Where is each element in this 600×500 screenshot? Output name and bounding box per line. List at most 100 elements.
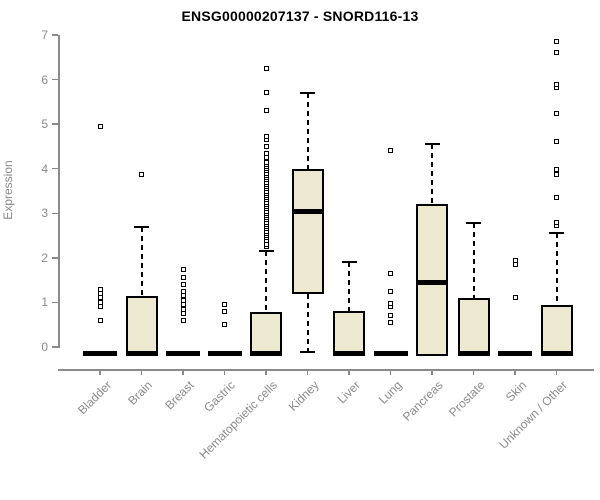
x-tick [140,369,143,375]
box-hematopoietic-cells-outlier [263,108,269,114]
box-bladder-outlier [97,123,103,129]
x-tick [431,369,433,375]
box-brain-upper-whisker [140,226,143,296]
box-hematopoietic-cells-outlier [263,150,269,156]
box-unknown-other-outlier [554,167,559,173]
x-tick [514,369,516,375]
box-breast-outlier [180,311,186,317]
y-tick [52,78,58,81]
y-tick-label: 6 [41,72,48,87]
x-tick-label-text: Breast [162,378,197,413]
box-bladder-zero-bar [83,351,117,356]
box-breast-outlier [180,266,186,272]
box-hematopoietic-cells-outlier [263,90,269,96]
box-bladder-outlier [97,291,103,296]
x-tick [389,369,392,375]
box-pancreas-upper-cap [424,143,440,146]
box-hematopoietic-cells-outlier [263,159,269,165]
box-lung-outlier [388,300,393,306]
x-tick [223,369,226,375]
y-tick-label: 3 [41,206,48,221]
box-skin-zero-bar [498,351,532,356]
box-brain [125,295,158,356]
box-unknown-other-outlier [554,81,559,87]
box-breast-outlier [180,282,186,288]
box-lung-zero-bar [373,351,408,356]
x-tick-label-text: Prostate [445,378,488,420]
box-liver-median [333,351,365,356]
x-tick-label-text: Brain [125,378,156,408]
box-liver [333,311,365,356]
box-gastric-zero-bar [207,351,242,356]
box-bladder-outlier [97,304,103,310]
box-kidney-median [291,208,324,214]
box-bladder-outlier [97,299,103,305]
box-hematopoietic-cells-outlier [263,65,269,71]
y-tick-label: 0 [41,340,48,354]
box-lung-outlier [388,288,393,294]
box-hematopoietic-cells-outlier [263,241,269,247]
x-tick [472,369,475,375]
y-tick-label: 4 [41,161,48,176]
box-prostate-median [457,351,490,356]
box-prostate-upper-whisker [472,223,475,298]
box-hematopoietic-cells-outlier [263,155,269,161]
box-hematopoietic-cells-outlier [263,143,269,149]
chart-title: ENSG00000207137 - SNORD116-13 [181,8,419,24]
box-kidney-lower-cap [300,351,315,353]
box-unknown-other-upper-cap [549,232,564,235]
y-tick-label: 7 [41,28,48,42]
box-skin-outlier [512,295,518,301]
x-tick-label-text: Hematopoietic cells [196,378,280,462]
box-breast-outlier [180,275,186,281]
box-breast-outlier [180,297,186,303]
y-tick [52,346,58,348]
box-hematopoietic-cells-upper-cap [258,250,274,253]
box-unknown-other-upper-whisker [555,233,558,305]
box-bladder-outlier [97,295,103,301]
y-axis-line [58,35,60,348]
box-unknown-other-outlier [554,171,559,177]
box-brain-outlier [139,172,144,177]
y-axis-title: Expression [1,160,15,220]
box-breast-outlier [180,293,186,299]
y-tick [52,123,58,125]
box-lung-outlier [388,313,393,319]
box-unknown-other-median [540,351,573,356]
y-tick-label: 2 [41,250,48,265]
box-unknown-other-outlier [554,219,559,225]
box-unknown-other-outlier [554,50,559,56]
box-gastric-outlier [222,308,227,314]
box-brain-upper-cap [134,225,149,228]
box-lung-outlier [388,270,393,276]
box-lung-outlier [388,148,393,154]
box-prostate [457,297,490,356]
x-tick-label-text: Pancreas [400,378,446,424]
x-tick [555,369,558,375]
y-tick-label: 1 [41,295,48,310]
box-bladder-outlier [97,286,103,292]
x-axis-line [58,369,594,371]
x-tick-label-text: Bladder [74,378,114,418]
x-tick [348,369,350,375]
box-liver-upper-whisker [348,262,350,312]
box-unknown-other-outlier [554,139,559,145]
x-tick [265,369,267,375]
box-kidney-lower-whisker [306,293,309,352]
box-brain-median [125,351,158,356]
box-hematopoietic-cells-upper-whisker [265,251,267,313]
box-pancreas-median [416,279,448,285]
box-gastric-outlier [222,322,227,328]
box-hematopoietic-cells [250,312,282,356]
box-breast-outlier [180,317,186,323]
x-tick [99,369,101,375]
box-lung-outlier [388,319,393,325]
box-breast-zero-bar [166,351,200,356]
y-tick [52,212,58,215]
box-hematopoietic-cells-median [250,351,282,356]
box-kidney-upper-cap [300,91,315,94]
box-unknown-other-outlier [554,195,559,201]
x-tick-label-text: Gastric [201,378,239,415]
x-tick-label-text: Lung [375,378,405,407]
